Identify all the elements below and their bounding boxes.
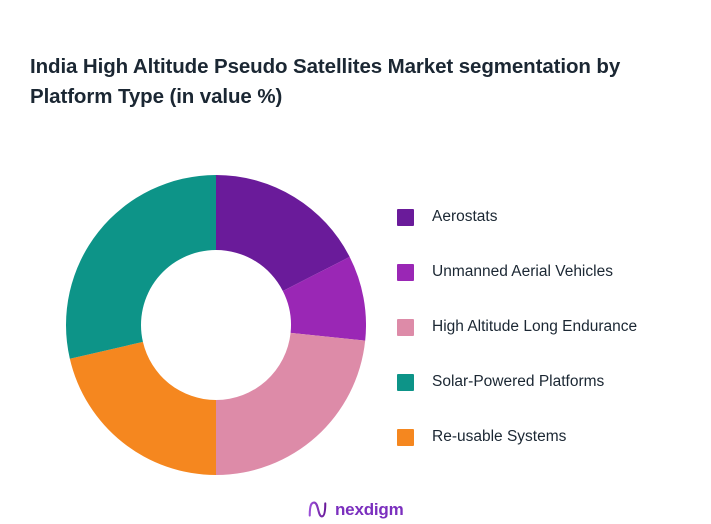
brand-logo: nexdigm [307, 498, 404, 520]
legend-item[interactable]: High Altitude Long Endurance [397, 316, 697, 338]
page-title: India High Altitude Pseudo Satellites Ma… [30, 55, 621, 108]
legend-item-label: Aerostats [432, 208, 498, 225]
donut-slice[interactable] [216, 332, 366, 475]
wave-n-icon [308, 501, 327, 517]
legend-item-label: High Altitude Long Endurance [432, 318, 638, 335]
legend-item[interactable]: Aerostats [397, 206, 697, 228]
legend-swatch-icon [397, 263, 414, 281]
donut-slice[interactable] [282, 256, 366, 341]
legend-swatch-icon [397, 318, 414, 336]
donut-chart [66, 175, 366, 475]
donut-slice[interactable] [216, 175, 350, 291]
legend-item-label: Solar-Powered Platforms [432, 373, 605, 390]
donut-slice[interactable] [69, 341, 217, 475]
donut-slice-group [66, 175, 366, 475]
legend-item[interactable]: Re-usable Systems [397, 426, 697, 448]
legend-swatch-icon [397, 428, 414, 446]
legend-item-label: Unmanned Aerial Vehicles [432, 263, 613, 280]
donut-chart-svg [66, 175, 366, 475]
chart-legend: Aerostats Unmanned Aerial Vehicles High Al… [397, 206, 697, 448]
brand-name: nexdigm [335, 499, 404, 519]
donut-slice[interactable] [66, 175, 216, 359]
legend-swatch-icon [397, 373, 414, 391]
legend-swatch-icon [397, 208, 414, 226]
legend-item[interactable]: Solar-Powered Platforms [397, 371, 697, 393]
legend-item-label: Re-usable Systems [432, 428, 567, 445]
legend-item[interactable]: Unmanned Aerial Vehicles [397, 261, 697, 283]
